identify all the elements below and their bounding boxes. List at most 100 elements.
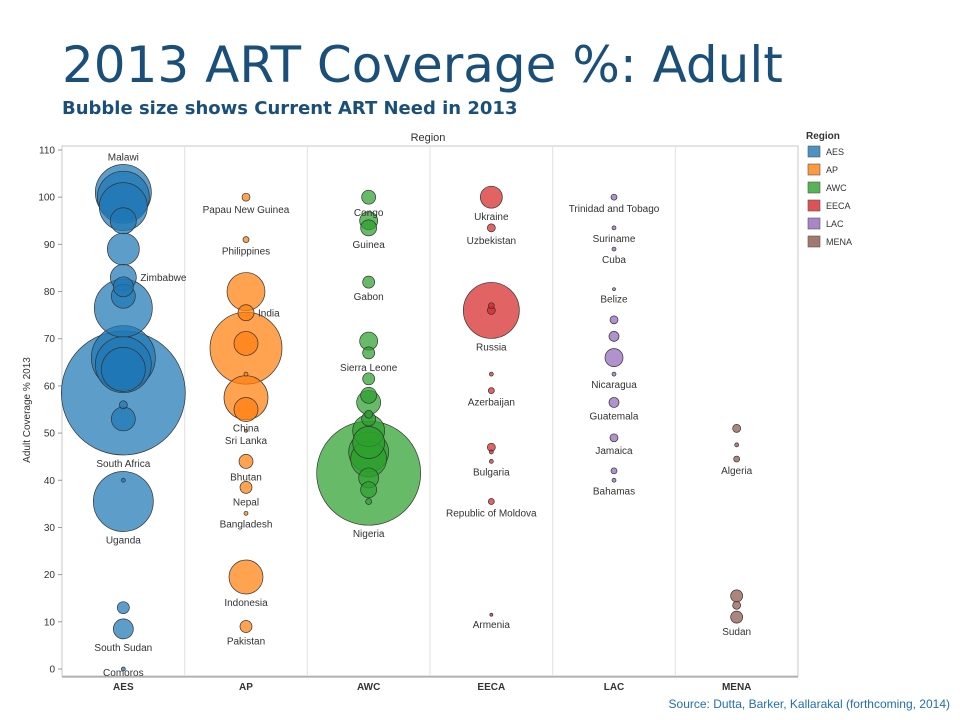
point-label: Uzbekistan	[467, 236, 516, 247]
bubble-aes	[118, 400, 128, 410]
point-label: Algeria	[721, 466, 753, 477]
plot-panel	[61, 145, 799, 678]
bubble-aes	[92, 471, 154, 532]
point-label: Armenia	[473, 620, 511, 631]
bubble-ap	[244, 428, 248, 433]
bubble-lac	[604, 348, 624, 367]
bubble-mena	[730, 589, 744, 603]
bubble-eeca	[487, 498, 495, 505]
bubble-aes	[109, 207, 137, 235]
bubble-ap	[241, 192, 251, 202]
slide-title: 2013 ART Coverage %: Adult	[62, 36, 783, 94]
bubble-aes	[106, 232, 140, 266]
point-label: Papau New Guinea	[203, 205, 290, 216]
point-label: Suriname	[593, 234, 636, 245]
x-tick-label: LAC	[604, 682, 625, 693]
bubble-mena	[734, 442, 740, 448]
point-label: Guinea	[353, 240, 386, 251]
point-label: Pakistan	[227, 637, 265, 648]
x-axis: AES AP AWC EECA LAC MENA	[113, 682, 751, 693]
bubble-awc	[362, 346, 376, 360]
bubble-lac	[609, 315, 619, 325]
point-label: Indonesia	[224, 598, 268, 609]
point-label: Ukraine	[474, 212, 509, 223]
x-tick-label: AWC	[357, 682, 380, 693]
source-note: Source: Dutta, Barker, Kallarakal (forth…	[668, 697, 950, 711]
bubble-eeca	[488, 459, 494, 464]
x-tick-label: EECA	[477, 682, 505, 693]
bubble-eeca	[487, 302, 495, 310]
bubble-aes	[112, 276, 134, 298]
y-tick-label: 40	[44, 476, 56, 487]
bubble-lac	[608, 331, 620, 342]
y-tick-label: 0	[49, 665, 55, 676]
point-label: India	[258, 308, 280, 319]
bubble-chart: Region Adult Coverage % 2013 0 10 20 30 40 50…	[22, 131, 852, 693]
bubble-aes	[112, 618, 134, 640]
x-tick-label: AES	[113, 682, 134, 693]
legend-swatch-aes	[807, 145, 821, 158]
point-label: Bahamas	[593, 486, 635, 497]
bubble-eeca	[486, 223, 496, 233]
bubble-lac	[611, 225, 617, 231]
point-label: Nigeria	[353, 529, 385, 540]
bubble-aes	[110, 406, 136, 432]
bubble-ap	[238, 454, 254, 469]
bubble-eeca	[488, 371, 494, 377]
y-tick-label: 60	[44, 381, 56, 392]
bubble-awc	[364, 409, 374, 419]
legend-label: MENA	[826, 237, 852, 247]
legend-swatch-awc	[807, 181, 821, 194]
point-label: Republic of Moldova	[446, 509, 537, 520]
bubble-eeca	[488, 449, 494, 455]
bubble-mena	[733, 455, 741, 463]
point-label: Zimbabwe	[140, 273, 187, 284]
bubble-ap	[233, 331, 259, 356]
bubble-mena	[732, 600, 742, 610]
point-label: Malawi	[108, 152, 139, 163]
bubble-aes	[100, 347, 146, 392]
point-label: Sierra Leone	[340, 363, 398, 374]
bubble-lac	[610, 467, 618, 475]
bubble-aes	[116, 601, 130, 615]
point-label: Uganda	[106, 536, 141, 547]
legend-label: AWC	[826, 183, 847, 193]
bubble-awc	[361, 189, 377, 205]
y-tick-label: 100	[38, 193, 55, 204]
bubble-eeca	[487, 387, 495, 394]
bubble-ap	[239, 620, 253, 633]
bubble-ap	[242, 236, 250, 243]
point-label: Sudan	[722, 627, 751, 638]
y-tick-label: 50	[44, 429, 56, 440]
point-label: Comoros	[103, 668, 144, 679]
bubble-mena	[732, 424, 742, 433]
bubble-awc	[362, 275, 376, 289]
point-label: Cuba	[602, 255, 626, 266]
y-tick-label: 80	[44, 287, 56, 298]
bubble-aes	[120, 666, 126, 672]
point-labels: Malawi Zimbabwe South Africa Uganda South Su…	[94, 152, 752, 679]
legend-title: Region	[806, 131, 840, 142]
bubble-lac	[612, 287, 616, 292]
bubble-marks	[60, 164, 744, 672]
point-label: South Africa	[96, 459, 150, 470]
bubble-lac	[609, 433, 619, 443]
bubble-awc	[360, 481, 378, 499]
bubble-ap	[228, 559, 264, 595]
legend-swatch-eeca	[807, 199, 821, 212]
bubble-lac	[610, 193, 618, 201]
bubble-awc	[352, 426, 386, 459]
legend-swatch-ap	[807, 163, 821, 176]
y-tick-label: 10	[44, 617, 56, 628]
point-label: China	[233, 424, 260, 435]
bubble-lac	[611, 371, 617, 377]
bubble-lac	[608, 397, 620, 408]
point-label: Russia	[476, 342, 507, 353]
legend-label: LAC	[826, 219, 844, 229]
bubble-awc	[360, 386, 378, 404]
point-label: Nepal	[233, 497, 259, 508]
y-tick-label: 70	[44, 334, 56, 345]
point-label: Jamaica	[595, 446, 633, 457]
legend-label: EECA	[826, 201, 851, 211]
bubble-mena	[730, 610, 744, 624]
